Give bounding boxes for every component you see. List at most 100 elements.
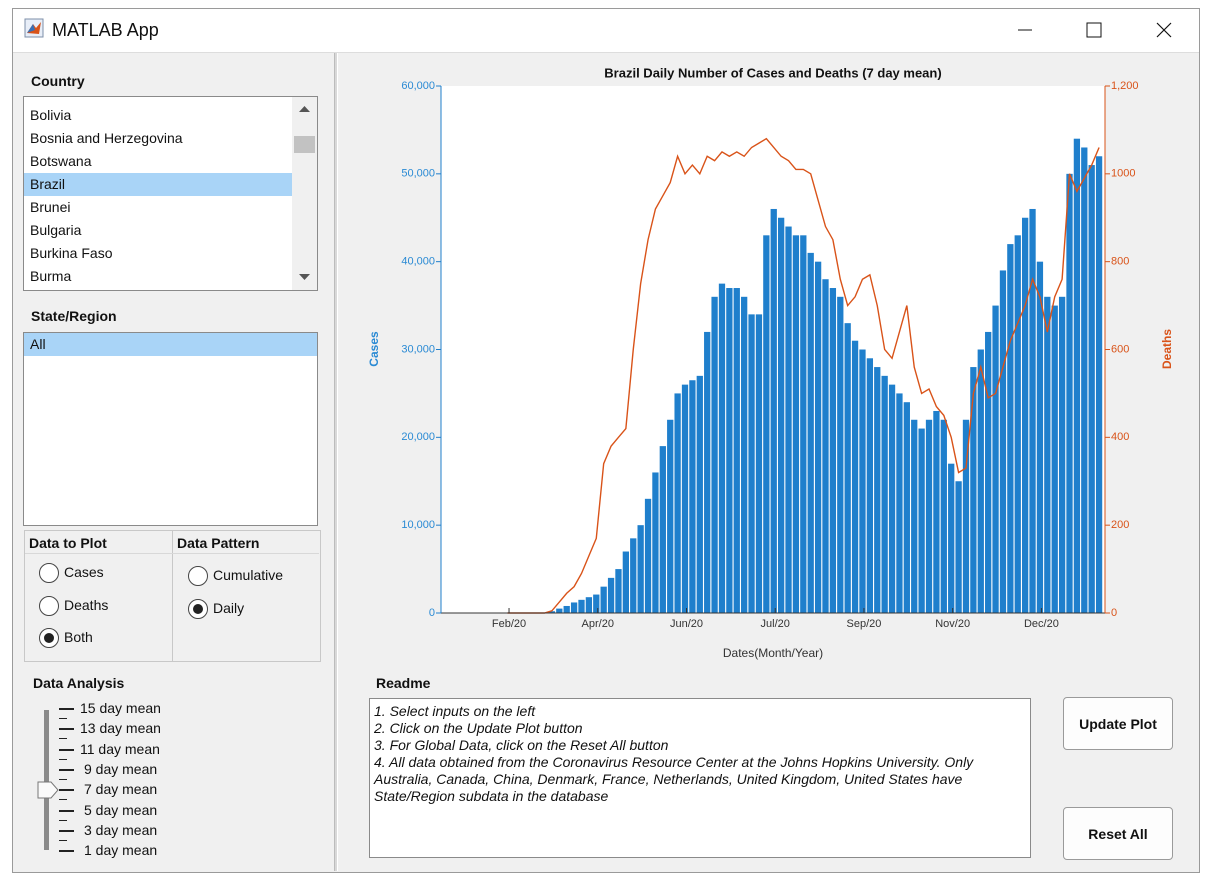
bar bbox=[896, 393, 903, 613]
radio-circle bbox=[39, 563, 59, 583]
data-pattern-label: Data Pattern bbox=[177, 535, 260, 551]
list-item[interactable]: Botswana bbox=[30, 153, 92, 169]
slider-label: 13 day mean bbox=[80, 720, 161, 737]
slider-minor-tick bbox=[59, 819, 67, 821]
data-to-plot-label: Data to Plot bbox=[29, 535, 107, 551]
slider-thumb[interactable] bbox=[37, 781, 61, 799]
scrollbar-arrows bbox=[294, 106, 315, 280]
list-item[interactable]: Bulgaria bbox=[30, 222, 82, 238]
bar bbox=[933, 410, 940, 613]
bar bbox=[866, 358, 874, 613]
bar bbox=[763, 235, 770, 614]
radio-label[interactable]: Both bbox=[64, 629, 93, 645]
radio-button[interactable] bbox=[187, 565, 209, 587]
bar bbox=[1022, 217, 1029, 613]
country-listbox[interactable]: Bolivia Bosnia and Herzegovina Botswana Bra… bbox=[23, 96, 318, 291]
radio-panels bbox=[24, 530, 321, 662]
bar bbox=[807, 252, 814, 613]
radio-circle bbox=[188, 566, 208, 586]
bar bbox=[874, 367, 881, 613]
slider-minor-tick bbox=[59, 738, 67, 740]
slider-tick bbox=[59, 850, 74, 853]
bar bbox=[748, 314, 755, 613]
y-tick-label: 20,000 bbox=[401, 431, 435, 443]
bar bbox=[1095, 156, 1103, 613]
bar bbox=[607, 577, 615, 613]
radio-label[interactable]: Cumulative bbox=[213, 567, 284, 583]
state-region-listbox[interactable]: All bbox=[23, 332, 318, 526]
maximize-button[interactable] bbox=[1086, 22, 1102, 38]
readme-box: 1. Select inputs on the left 2. Click on … bbox=[369, 698, 1031, 858]
x-tick-label: Apr/20 bbox=[582, 618, 614, 630]
readme-line: 3. For Global Data, click on the Reset A… bbox=[374, 737, 669, 753]
radio-label[interactable]: Cases bbox=[64, 564, 104, 580]
bar bbox=[726, 288, 733, 613]
bar bbox=[644, 498, 652, 613]
radio-button[interactable] bbox=[38, 627, 60, 649]
list-item[interactable]: Brazil bbox=[30, 176, 66, 192]
bar bbox=[822, 279, 829, 613]
bar bbox=[770, 208, 777, 613]
slider-label: 5 day mean bbox=[84, 801, 158, 818]
bar bbox=[837, 296, 844, 613]
bar bbox=[1014, 235, 1021, 614]
bar bbox=[911, 419, 918, 613]
chart-group: Brazil Daily Number of Cases and Deaths … bbox=[367, 65, 1174, 660]
list-item[interactable]: Brunei bbox=[30, 199, 71, 215]
y-tick-label: 60,000 bbox=[401, 80, 435, 92]
bar bbox=[1081, 147, 1088, 613]
radio-label[interactable]: Daily bbox=[213, 600, 245, 616]
update-plot-button[interactable]: Update Plot bbox=[1063, 697, 1173, 750]
radio-dot bbox=[44, 633, 54, 643]
y2-tick-label: 400 bbox=[1111, 431, 1129, 443]
list-item[interactable]: Burkina Faso bbox=[30, 245, 113, 261]
y-tick-label: 50,000 bbox=[401, 168, 435, 180]
bar bbox=[792, 235, 800, 614]
radio-label[interactable]: Deaths bbox=[64, 597, 109, 613]
radio-button[interactable] bbox=[38, 562, 60, 584]
y2-tick-label: 600 bbox=[1111, 343, 1129, 355]
readme-line: 4. All data obtained from the Coronaviru… bbox=[374, 754, 974, 804]
selected-highlight bbox=[24, 173, 292, 196]
bar bbox=[940, 419, 947, 613]
bar bbox=[903, 402, 910, 613]
panel-divider bbox=[334, 53, 338, 871]
x-axis-label: Dates(Month/Year) bbox=[723, 646, 823, 660]
country-label: Country bbox=[31, 73, 85, 89]
bar bbox=[992, 305, 999, 613]
slider-track[interactable] bbox=[44, 710, 49, 850]
y2-tick-label: 200 bbox=[1111, 519, 1129, 531]
bar bbox=[948, 463, 955, 613]
bar bbox=[1051, 305, 1058, 613]
bar bbox=[881, 375, 888, 613]
bar bbox=[674, 393, 681, 613]
list-item[interactable]: All bbox=[30, 336, 46, 352]
x-tick-label: Nov/20 bbox=[935, 618, 970, 630]
list-item[interactable]: Bosnia and Herzegovina bbox=[30, 130, 183, 146]
slider-minor-tick bbox=[59, 799, 67, 801]
slider-tick bbox=[59, 768, 74, 771]
x-tick-label: Jul/20 bbox=[761, 618, 790, 630]
bar bbox=[859, 349, 866, 613]
app-icon bbox=[24, 18, 44, 38]
scrollbar[interactable] bbox=[292, 97, 317, 290]
reset-all-button[interactable]: Reset All bbox=[1063, 807, 1173, 860]
bar bbox=[1088, 165, 1095, 614]
list-item[interactable]: Burma bbox=[30, 268, 72, 284]
y2-tick-label: 0 bbox=[1111, 607, 1117, 619]
bar bbox=[1044, 296, 1051, 613]
y-tick-label: 40,000 bbox=[401, 256, 435, 268]
bar bbox=[962, 419, 970, 613]
readme-label: Readme bbox=[376, 675, 431, 691]
slider-tick bbox=[59, 829, 74, 832]
close-button[interactable] bbox=[1156, 22, 1172, 38]
bar bbox=[652, 472, 659, 613]
slider-tick bbox=[59, 748, 74, 751]
chart-title: Brazil Daily Number of Cases and Deaths … bbox=[604, 65, 941, 80]
slider-tick bbox=[59, 728, 74, 731]
radio-button[interactable] bbox=[38, 595, 60, 617]
x-tick-label: Feb/20 bbox=[492, 618, 526, 630]
bar bbox=[844, 323, 851, 613]
radio-button[interactable] bbox=[187, 598, 209, 620]
list-item[interactable]: Bolivia bbox=[30, 107, 72, 123]
